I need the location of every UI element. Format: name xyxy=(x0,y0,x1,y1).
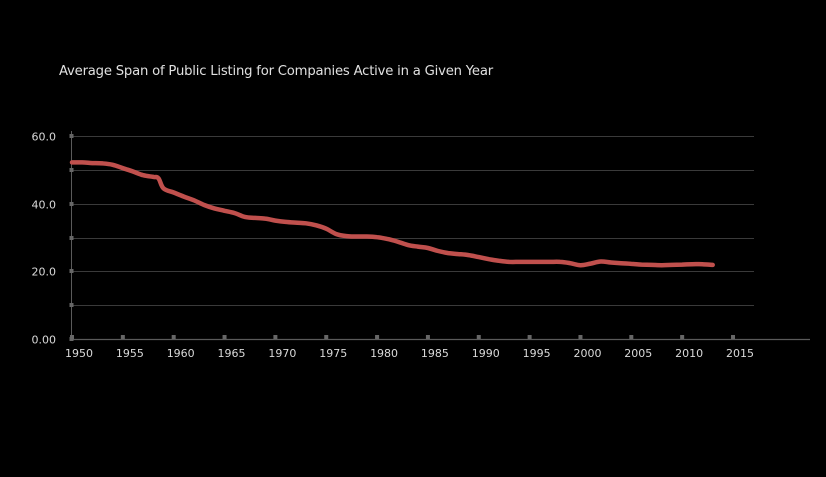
y-tick-mark xyxy=(69,202,74,206)
x-tick-label: 1975 xyxy=(319,347,347,360)
y-tick-label: 0.00 xyxy=(32,334,57,347)
x-tick-mark xyxy=(171,335,176,339)
x-tick-mark xyxy=(222,335,227,339)
x-tick-mark xyxy=(70,335,74,339)
x-tick-label: 1965 xyxy=(218,347,246,360)
x-tick-mark xyxy=(629,335,634,339)
y-tick-mark xyxy=(69,168,74,172)
x-tick-label: 1960 xyxy=(167,347,195,360)
series-group xyxy=(69,160,715,268)
y-tick-mark xyxy=(69,303,74,307)
x-tick-mark xyxy=(731,335,735,339)
x-tick-label: 1990 xyxy=(472,347,500,360)
x-tick-mark xyxy=(375,335,380,339)
x-tick-mark xyxy=(120,335,125,339)
y-tick-mark xyxy=(69,269,74,273)
x-tick-mark xyxy=(324,335,329,339)
x-tick-label: 1995 xyxy=(523,347,551,360)
series-line xyxy=(69,160,715,268)
x-tick-label: 1950 xyxy=(65,347,93,360)
gridlines xyxy=(72,136,754,306)
x-tick-label: 1980 xyxy=(370,347,398,360)
x-tick-label: 1955 xyxy=(116,347,144,360)
y-tick-label: 40.0 xyxy=(32,199,57,212)
y-tick-label: 20.0 xyxy=(32,266,57,279)
y-axis-ticks: 0.00 20.0 40.0 60.0 xyxy=(32,131,74,347)
x-tick-mark xyxy=(476,335,481,339)
y-tick-mark xyxy=(69,236,74,240)
x-tick-label: 2005 xyxy=(624,347,652,360)
x-tick-mark xyxy=(578,335,583,339)
x-tick-label: 1985 xyxy=(421,347,449,360)
y-tick-label: 60.0 xyxy=(32,131,57,144)
x-tick-mark xyxy=(527,335,532,339)
x-tick-label: 1970 xyxy=(268,347,296,360)
x-tick-label: 2015 xyxy=(726,347,754,360)
y-tick-mark xyxy=(69,134,74,138)
x-tick-label: 2010 xyxy=(675,347,703,360)
x-tick-mark xyxy=(425,335,430,339)
x-tick-mark xyxy=(680,335,685,339)
x-axis-ticks: 1950 1955 1960 1965 1970 1975 1980 1985 1990 1995… xyxy=(65,335,754,360)
x-tick-label: 2000 xyxy=(573,347,601,360)
chart-title: Average Span of Public Listing for Compa… xyxy=(59,64,493,79)
x-tick-mark xyxy=(273,335,278,339)
axes xyxy=(71,131,810,341)
